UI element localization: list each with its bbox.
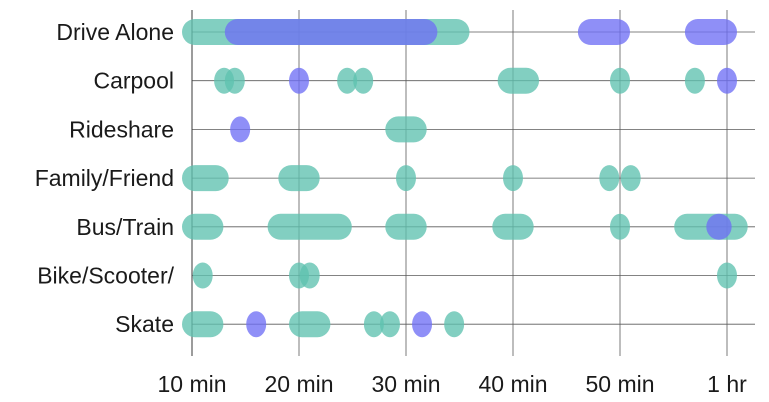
blue-range-mark [246,311,267,338]
x-tick-label: 1 hr [707,371,747,397]
grid-layer [191,10,755,356]
teal-range-mark [379,311,400,338]
blue-range-mark [412,311,433,338]
teal-range-mark [278,165,320,192]
x-tick-label: 20 min [264,371,333,397]
x-tick-label: 10 min [157,371,226,397]
teal-range-mark [337,67,358,94]
teal-range-mark [396,165,416,192]
teal-range-mark [599,165,620,192]
blue-range-mark [230,116,251,143]
blue-range-mark [577,19,630,45]
teal-range-mark [182,165,229,192]
teal-range-mark [385,213,427,240]
teal-range-mark [610,67,630,94]
teal-range-mark [684,67,705,94]
category-label: Drive Alone [56,19,174,45]
teal-range-mark [444,311,465,338]
category-labels: Drive Alone Carpool Rideshare Family/Friend… [35,19,175,337]
blue-range-mark [706,213,732,240]
teal-range-mark [385,116,427,143]
teal-range-mark [299,262,320,289]
x-tick-label: 50 min [585,371,654,397]
category-label: Family/Friend [35,165,174,191]
x-tick-labels: 10 min 20 min 30 min 40 min 50 min 1 hr [157,371,747,397]
blue-range-mark [224,19,438,45]
category-label: Skate [115,311,174,337]
x-tick-label: 40 min [478,371,547,397]
teal-range-mark [610,213,630,240]
teal-range-mark [503,165,523,192]
teal-range-mark [289,311,331,338]
category-label: Rideshare [69,116,174,142]
x-tick-label: 30 min [371,371,440,397]
teal-range-mark [620,165,641,192]
teal-range-mark [492,213,534,240]
teal-range-mark [717,262,737,289]
teal-range-mark [182,311,224,338]
category-label: Bike/Scooter/ [37,263,174,289]
teal-range-mark [192,262,213,289]
category-label: Carpool [93,68,174,94]
chart-marks [182,19,748,338]
teal-range-mark [353,67,374,94]
blue-range-mark [717,67,737,94]
category-label: Bus/Train [76,214,174,240]
teal-range-mark [497,67,540,94]
teal-range-mark [182,213,224,240]
teal-range-mark [267,213,352,240]
blue-range-mark [684,19,737,45]
blue-range-mark [289,67,309,94]
teal-range-mark [363,311,384,338]
teal-range-mark [224,67,245,94]
